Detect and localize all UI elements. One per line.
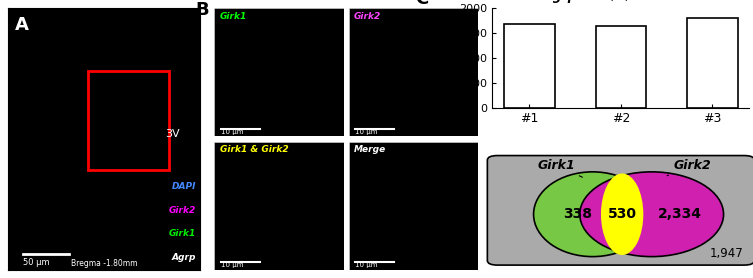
Ellipse shape: [534, 172, 651, 257]
Text: 1,947: 1,947: [709, 247, 743, 260]
Text: DAPI: DAPI: [172, 182, 197, 191]
Text: Girk2: Girk2: [667, 159, 712, 176]
Text: 50 μm: 50 μm: [23, 258, 50, 267]
Ellipse shape: [580, 172, 724, 257]
Bar: [687, 18, 738, 108]
Text: 3V: 3V: [166, 129, 180, 139]
Text: Girk1 & Girk2: Girk1 & Girk2: [220, 145, 288, 154]
Text: 2,334: 2,334: [658, 207, 702, 221]
Text: D: D: [456, 150, 471, 168]
Text: 10 μm: 10 μm: [355, 129, 378, 135]
Text: # of: # of: [492, 0, 523, 4]
Bar: [596, 26, 646, 108]
Text: B: B: [195, 1, 209, 19]
Text: 10 μm: 10 μm: [221, 262, 243, 268]
Text: Agrp: Agrp: [172, 253, 197, 262]
Text: Agrp: Agrp: [544, 0, 578, 4]
Text: (+) neurons: (+) neurons: [605, 0, 684, 4]
Ellipse shape: [601, 173, 643, 255]
Text: Girk2: Girk2: [354, 12, 381, 21]
FancyBboxPatch shape: [487, 156, 753, 265]
Text: Girk1: Girk1: [220, 12, 247, 21]
Text: C: C: [416, 0, 428, 9]
Text: 10 μm: 10 μm: [355, 262, 378, 268]
Text: A: A: [15, 16, 29, 34]
Text: Bregma -1.80mm: Bregma -1.80mm: [71, 259, 137, 268]
Text: Girk1: Girk1: [169, 229, 197, 238]
Text: 338: 338: [562, 207, 592, 221]
Bar: [505, 24, 554, 108]
Text: 10 μm: 10 μm: [221, 129, 243, 135]
Text: Girk2: Girk2: [169, 206, 197, 215]
Text: Girk1: Girk1: [538, 159, 582, 177]
Text: Merge: Merge: [354, 145, 386, 154]
Text: 530: 530: [608, 207, 636, 221]
Bar: [88, 71, 169, 170]
